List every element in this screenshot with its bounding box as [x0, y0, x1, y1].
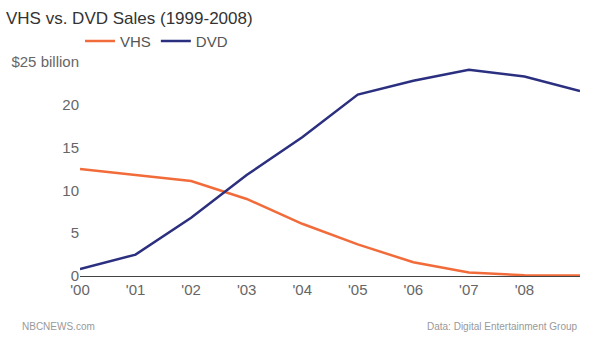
svg-text:0: 0 — [71, 267, 79, 284]
svg-text:'05: '05 — [348, 281, 368, 298]
svg-text:'07: '07 — [459, 281, 479, 298]
svg-text:20: 20 — [62, 96, 79, 113]
svg-text:'02: '02 — [181, 281, 201, 298]
svg-text:$25 billion: $25 billion — [11, 53, 79, 70]
svg-text:'00: '00 — [70, 281, 90, 298]
svg-text:'03: '03 — [237, 281, 257, 298]
svg-text:'01: '01 — [126, 281, 146, 298]
svg-text:5: 5 — [71, 224, 79, 241]
svg-text:15: 15 — [62, 139, 79, 156]
svg-text:'06: '06 — [404, 281, 424, 298]
svg-text:NBCNEWS.com: NBCNEWS.com — [22, 321, 95, 332]
svg-text:'04: '04 — [292, 281, 312, 298]
svg-text:VHS: VHS — [120, 33, 151, 50]
svg-text:VHS vs. DVD Sales (1999-2008): VHS vs. DVD Sales (1999-2008) — [6, 9, 253, 28]
svg-text:10: 10 — [62, 182, 79, 199]
svg-text:DVD: DVD — [196, 33, 228, 50]
svg-text:'08: '08 — [515, 281, 535, 298]
svg-text:Data: Digital Entertainment Gr: Data: Digital Entertainment Group — [427, 321, 578, 332]
